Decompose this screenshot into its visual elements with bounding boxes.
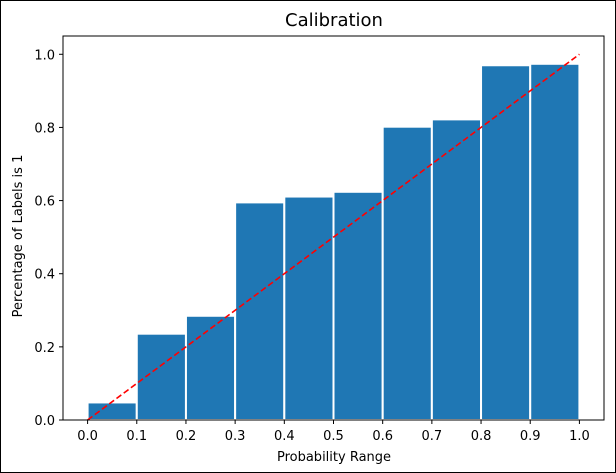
x-tick-label: 0.3 — [225, 429, 246, 444]
x-tick-label: 0.7 — [422, 429, 443, 444]
reference-line — [87, 53, 580, 421]
x-axis-label: Probability Range — [277, 450, 391, 465]
x-tick-label: 1.0 — [569, 429, 590, 444]
bar-4 — [283, 195, 335, 421]
y-axis: 0.0 0.2 0.4 0.6 0.8 1.0 — [34, 48, 63, 429]
x-tick-label: 0.8 — [471, 429, 492, 444]
y-axis-label: Percentage of Labels is 1 — [11, 155, 26, 318]
y-tick-label: 0.6 — [34, 195, 55, 210]
x-tick-label: 0.0 — [77, 429, 98, 444]
y-tick-label: 0.2 — [34, 341, 55, 356]
bar-5 — [332, 190, 384, 421]
x-tick-label: 0.9 — [520, 429, 541, 444]
x-tick-label: 0.2 — [176, 429, 197, 444]
chart-title: Calibration — [285, 10, 383, 31]
bar-6 — [381, 125, 433, 421]
y-tick-label: 1.0 — [34, 48, 55, 63]
bar-0 — [86, 401, 138, 421]
bar-1 — [135, 332, 187, 422]
x-axis: 0.0 0.1 0.2 0.3 0.4 0.5 0.6 0.7 0.8 0.9 1.0 — [77, 420, 590, 444]
x-tick-label: 0.5 — [323, 429, 344, 444]
x-tick-label: 0.1 — [126, 429, 147, 444]
bar-2 — [184, 314, 237, 421]
bar-8 — [480, 64, 532, 421]
y-tick-label: 0.4 — [34, 268, 55, 283]
reference-line-group — [87, 53, 580, 421]
bar-3 — [234, 201, 286, 421]
x-tick-label: 0.4 — [274, 429, 295, 444]
bar-series — [86, 62, 581, 422]
bar-7 — [430, 118, 483, 422]
y-tick-label: 0.0 — [34, 414, 55, 429]
x-tick-label: 0.6 — [372, 429, 393, 444]
bar-9 — [529, 62, 581, 422]
y-tick-label: 0.8 — [34, 121, 55, 136]
